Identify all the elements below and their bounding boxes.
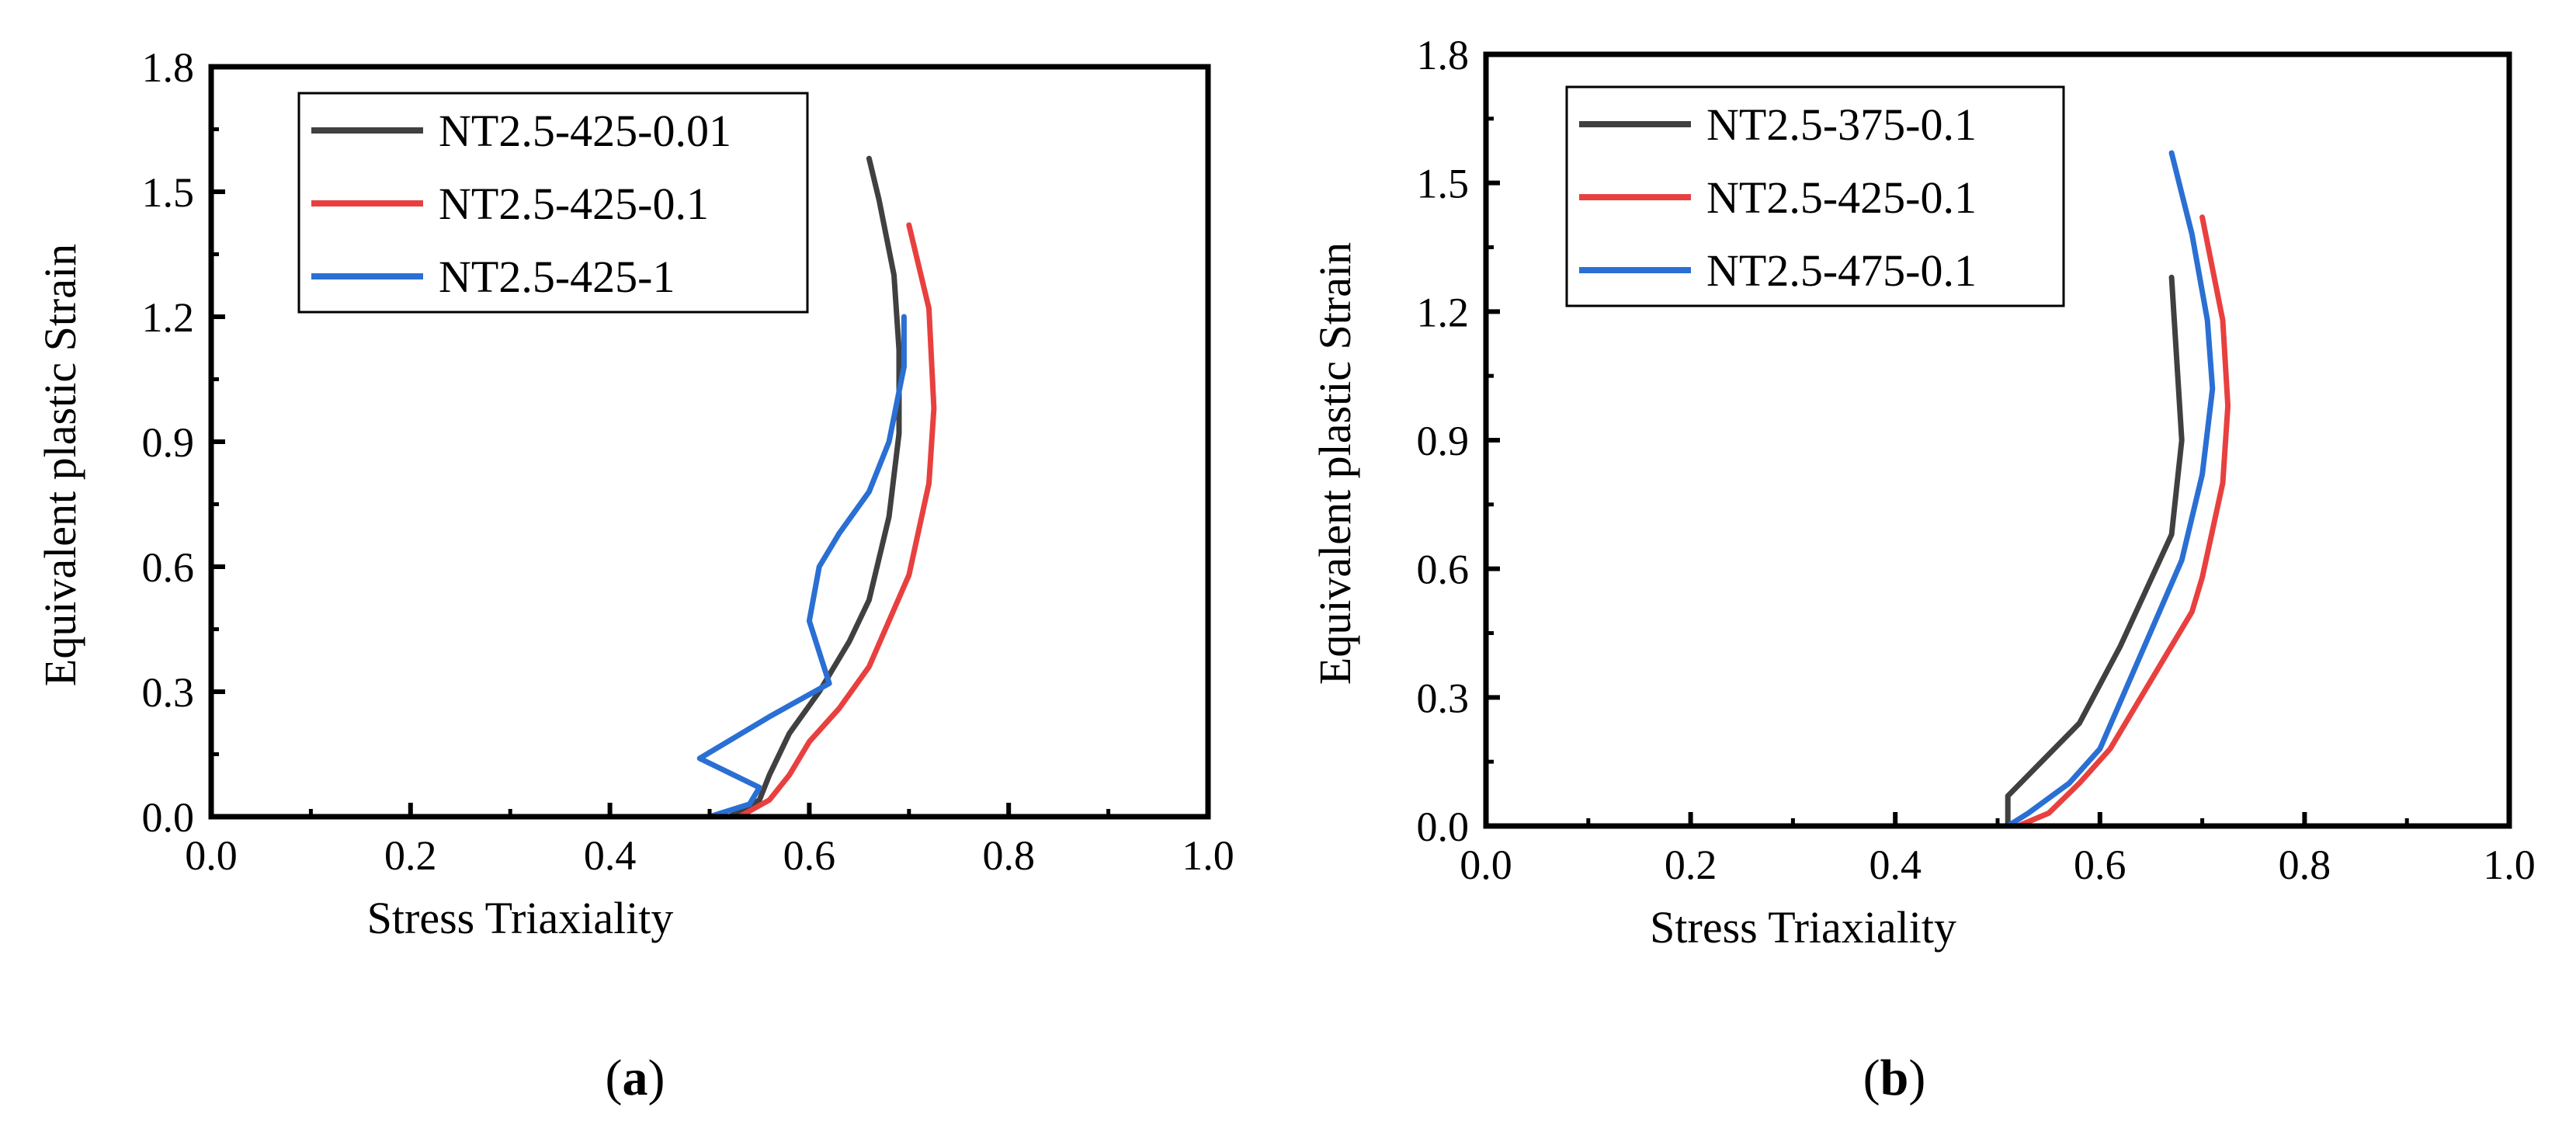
x-tick-label: 0.6 xyxy=(2074,842,2126,888)
legend-label: NT2.5-375-0.1 xyxy=(1706,99,1977,150)
y-tick-label: 1.8 xyxy=(1417,32,1470,78)
x-axis-title: Stress Triaxiality xyxy=(367,893,674,943)
series-line xyxy=(1483,214,2231,829)
panel-label-a: (a) xyxy=(606,1050,665,1106)
x-tick-label: 0.0 xyxy=(185,832,238,879)
series-line xyxy=(1483,274,2185,829)
legend-label: NT2.5-475-0.1 xyxy=(1706,245,1977,296)
panel-label-letter: a xyxy=(623,1050,648,1106)
y-tick-label: 1.8 xyxy=(142,44,195,91)
series-line xyxy=(208,314,907,820)
legend: NT2.5-375-0.1 NT2.5-425-0.1 NT2.5-475-0.1 xyxy=(1565,85,2065,307)
y-tick-label: 1.2 xyxy=(142,294,195,341)
y-tick-label: 0.3 xyxy=(1417,675,1470,721)
x-tick-label: 0.4 xyxy=(584,832,637,879)
y-tick-label: 1.5 xyxy=(142,169,195,216)
x-tick-label: 0.6 xyxy=(783,832,836,879)
y-tick-label: 1.2 xyxy=(1417,289,1470,335)
x-axis-title: Stress Triaxiality xyxy=(1650,902,1956,953)
x-tick-label: 0.8 xyxy=(982,832,1035,879)
panel-label-b: (b) xyxy=(1863,1050,1926,1106)
y-tick-label: 1.5 xyxy=(1417,161,1470,207)
series-line xyxy=(1483,150,2216,829)
y-tick-label: 0.6 xyxy=(1417,547,1470,593)
x-tick-label: 0.0 xyxy=(1460,842,1512,888)
y-tick-label: 0.9 xyxy=(1417,418,1470,464)
chart-panel-a: 0.0 0.2 0.4 0.6 0.8 1.0 0.0 0.3 0.6 0.9 1.2 1.5 1.8 S… xyxy=(35,44,1234,943)
panel-label-close: ) xyxy=(648,1050,665,1106)
x-tick-label: 0.2 xyxy=(384,832,437,879)
x-tick-label: 0.8 xyxy=(2279,842,2331,888)
series-line xyxy=(208,155,902,820)
y-axis-title: Equivalent plastic Strain xyxy=(35,244,85,686)
y-tick-label: 0.6 xyxy=(142,544,195,591)
chart-panel-b: 0.0 0.2 0.4 0.6 0.8 1.0 0.0 0.3 0.6 0.9 1.2 1.5 1.8 S… xyxy=(1310,32,2536,953)
x-tick-label: 0.2 xyxy=(1665,842,1717,888)
panel-label-open: ( xyxy=(1863,1050,1880,1106)
series-line xyxy=(208,222,937,820)
x-tick-label: 0.4 xyxy=(1869,842,1922,888)
y-tick-label: 0.0 xyxy=(142,794,195,841)
y-tick-label: 0.0 xyxy=(1417,804,1470,850)
legend-label: NT2.5-425-0.01 xyxy=(439,106,731,156)
y-tick-label: 0.9 xyxy=(142,419,195,466)
y-axis-title: Equivalent plastic Strain xyxy=(1310,242,1360,685)
legend-label: NT2.5-425-0.1 xyxy=(439,179,709,229)
panel-label-open: ( xyxy=(606,1050,623,1106)
legend: NT2.5-425-0.01 NT2.5-425-0.1 NT2.5-425-1 xyxy=(297,92,809,314)
x-tick-label: 1.0 xyxy=(2483,842,2536,888)
panel-label-close: ) xyxy=(1908,1050,1925,1106)
panel-label-letter: b xyxy=(1880,1050,1909,1106)
legend-label: NT2.5-425-1 xyxy=(439,252,675,302)
x-tick-label: 1.0 xyxy=(1182,832,1234,879)
y-tick-label: 0.3 xyxy=(142,669,195,716)
legend-label: NT2.5-425-0.1 xyxy=(1706,172,1977,223)
